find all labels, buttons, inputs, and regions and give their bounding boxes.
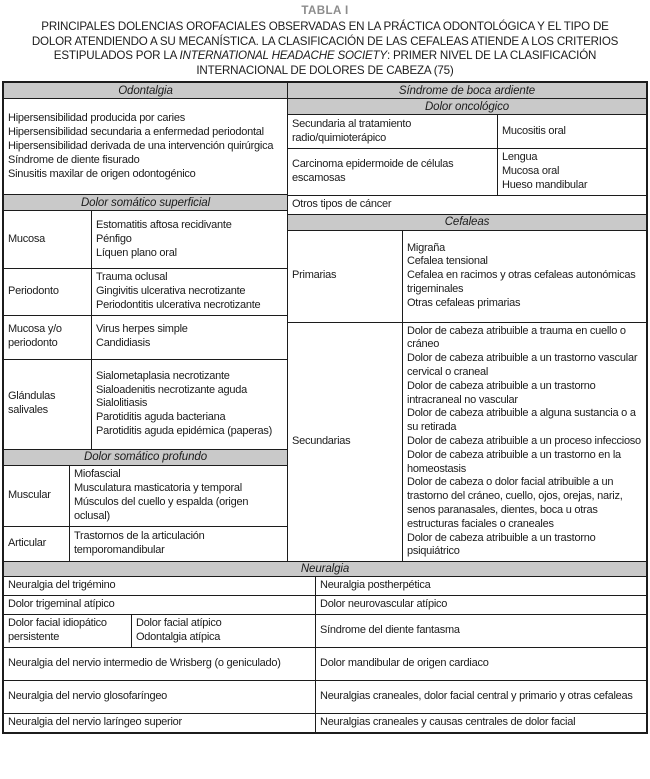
cell-row-items: Trastornos de la articulación temporoman… [74,530,205,556]
cell-neuralgia-left: Dolor trigeminal atípico [4,596,316,615]
table-row: Muscular Miofascial Musculatura masticat… [4,465,287,527]
cell-row-label: Mucosa [4,211,92,269]
cell-row-items: Trauma oclusal Gingivitis ulcerativa nec… [96,271,261,311]
table-row: Dolor trigeminal atípico Dolor neurovasc… [4,596,646,616]
table-row: Secundaria al tratamiento radio/quimiote… [288,115,646,150]
table-row: Neuralgia del trigémino Neuralgia posthe… [4,577,646,597]
cell-oncologic-cause: Carcinoma epidermoide de células escamos… [288,149,498,195]
caption-text-before: PRINCIPALES DOLENCIAS OROFACIALES OBSERV… [31,20,619,63]
cell-row-label: Muscular [4,465,70,526]
table-row: Carcinoma epidermoide de células escamos… [288,149,646,196]
table-row: Articular Trastornos de la articulación … [4,526,287,562]
cell-otros-tipos-cancer: Otros tipos de cáncer [288,196,646,215]
table-upper-section: Odontalgia Hipersensibilidad producida p… [4,83,646,562]
cell-row-label: Primarias [288,230,403,322]
section-header-sindrome-boca-ardiente: Síndrome de boca ardiente [288,83,646,100]
cell-neuralgia-left-secondary: Dolor facial atípico Odontalgia atípica [132,615,316,648]
column-boca-ardiente: Síndrome de boca ardiente Dolor oncológi… [288,83,646,562]
title-block: TABLA I PRINCIPALES DOLENCIAS OROFACIALE… [0,4,650,78]
cell-neuralgia-left: Neuralgia del nervio laríngeo superior [4,714,316,732]
table-caption: PRINCIPALES DOLENCIAS OROFACIALES OBSERV… [6,20,644,78]
cell-neuralgia-right: Neuralgias craneales y causas centrales … [320,716,576,729]
section-header-dolor-somatico-profundo: Dolor somático profundo [4,449,287,466]
cell-row-items: Migraña Cefalea tensional Cefalea en rac… [407,241,636,309]
cell-oncologic-cause: Secundaria al tratamiento radio/quimiote… [288,115,498,149]
table-row: Dolor facial idiopático persistente Dolo… [4,615,646,649]
table-row: Neuralgia del nervio laríngeo superior N… [4,714,646,732]
caption-text-after: : PRIMER NIVEL DE LA CLASIFICACIÓN INTER… [196,49,597,77]
table-number-label: TABLA I [301,4,349,17]
table-row: Secundarias Dolor de cabeza atribuible a… [288,322,646,562]
table-row: Periodonto Trauma oclusal Gingivitis ulc… [4,269,287,316]
orofacial-pain-table: Odontalgia Hipersensibilidad producida p… [2,81,648,734]
cell-row-label: Periodonto [4,269,92,315]
cell-neuralgia-left: Neuralgia del nervio intermedio de Wrisb… [4,648,316,681]
cell-row-label: Mucosa y/o periodonto [4,315,92,359]
cell-neuralgia-right: Síndrome del diente fantasma [320,624,460,637]
cell-row-items: Estomatitis aftosa recidivante Pénfigo L… [96,219,232,259]
table-row: Primarias Migraña Cefalea tensional Cefa… [288,230,646,323]
table-row: Glándulas salivales Sialometaplasia necr… [4,359,287,450]
caption-italic-society-name: INTERNATIONAL HEADACHE SOCIETY [179,49,388,63]
section-header-dolor-oncologico: Dolor oncológico [288,99,646,116]
cell-oncologic-sites: Lengua Mucosa oral Hueso mandibular [502,151,588,191]
table-row: Neuralgia del nervio glosofaríngeo Neura… [4,681,646,715]
cell-oncologic-sites: Mucositis oral [502,124,566,137]
cell-odontalgia-items: Hipersensibilidad producida por caries H… [4,99,287,196]
cell-row-items: Virus herpes simple Candidiasis [96,323,188,350]
table-row: Mucosa y/o periodonto Virus herpes simpl… [4,315,287,360]
section-header-odontalgia: Odontalgia [4,83,287,100]
cell-neuralgia-left-primary: Dolor facial idiopático persistente [4,615,132,648]
table-row: Neuralgia del nervio intermedio de Wrisb… [4,648,646,682]
cell-row-items: Miofascial Musculatura masticatoria y te… [74,468,249,522]
cell-row-items: Sialometaplasia necrotizante Sialoadenit… [96,369,273,437]
cell-neuralgia-left: Neuralgia del trigémino [4,577,316,596]
cell-neuralgia-right: Dolor mandibular de origen cardiaco [320,657,489,670]
section-header-neuralgia: Neuralgia [4,561,646,578]
cell-neuralgia-left: Neuralgia del nervio glosofaríngeo [4,681,316,714]
cell-row-items: Dolor de cabeza atribuible a trauma en c… [407,324,641,558]
cell-neuralgia-right: Dolor neurovascular atípico [320,598,448,611]
cell-row-label: Secundarias [288,322,403,562]
table-row: Mucosa Estomatitis aftosa recidivante Pé… [4,211,287,270]
section-header-dolor-somatico-superficial: Dolor somático superficial [4,195,287,212]
cell-row-label: Glándulas salivales [4,359,92,449]
column-odontalgia: Odontalgia Hipersensibilidad producida p… [4,83,288,562]
cell-neuralgia-right: Neuralgias craneales, dolor facial centr… [320,690,633,703]
section-header-cefaleas: Cefaleas [288,214,646,231]
cell-row-label: Articular [4,526,70,562]
cell-neuralgia-right: Neuralgia postherpética [320,579,431,592]
